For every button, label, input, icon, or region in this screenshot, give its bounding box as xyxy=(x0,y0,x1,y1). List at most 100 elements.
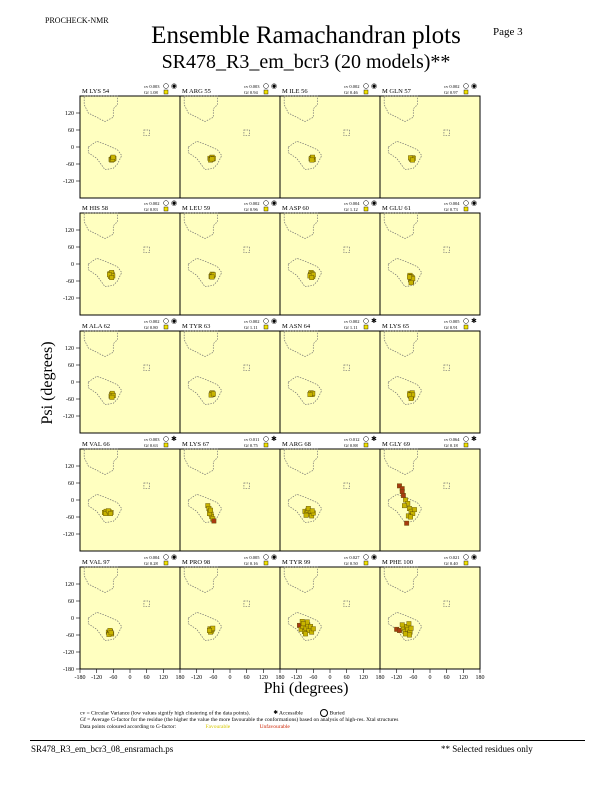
data-point xyxy=(211,518,217,524)
panel-frame xyxy=(179,566,281,670)
cv-value: cv 0.002 xyxy=(144,319,160,324)
data-point xyxy=(410,157,415,163)
allowed-region xyxy=(87,493,123,524)
y-tick-label: -120 xyxy=(63,179,74,185)
y-tick-label: 60 xyxy=(68,245,74,251)
gf-value: Gf 0.50 xyxy=(344,561,358,566)
data-point xyxy=(110,154,116,160)
data-point xyxy=(103,511,108,516)
x-tick-label: -120 xyxy=(291,675,302,681)
gf-swatch xyxy=(263,442,269,448)
buried-icon: ◉ xyxy=(471,553,477,561)
cv-value: cv 0.002 xyxy=(344,84,360,89)
gf-value: Gf 0.28 xyxy=(144,561,158,566)
data-point xyxy=(397,483,402,489)
data-point xyxy=(408,514,413,520)
data-point xyxy=(208,507,213,513)
allowed-region xyxy=(143,600,150,608)
allowed-region xyxy=(287,611,323,642)
allowed-region xyxy=(243,246,250,254)
panel-frame xyxy=(279,212,381,316)
gf-swatch xyxy=(463,442,469,448)
gf-swatch xyxy=(163,324,169,330)
cv-symbol xyxy=(263,436,269,442)
residue-label: M LYS 67 xyxy=(182,441,210,448)
x-tick-label: 0 xyxy=(129,675,132,681)
allowed-region xyxy=(443,600,450,608)
allowed-region xyxy=(343,482,350,490)
y-tick-label: -60 xyxy=(66,515,74,521)
legend-favourable: Favourable xyxy=(205,724,231,731)
page-number: Page 3 xyxy=(493,26,523,38)
allowed-region xyxy=(143,129,150,137)
cv-symbol xyxy=(363,83,369,89)
accessible-icon: ✱ xyxy=(171,435,177,443)
panel-frame xyxy=(79,95,181,199)
gf-swatch xyxy=(163,89,169,95)
buried-icon: ◉ xyxy=(371,553,377,561)
allowed-region xyxy=(87,611,123,642)
allowed-region xyxy=(343,246,350,254)
gf-value: Gf 1.12 xyxy=(344,207,358,212)
allowed-region xyxy=(187,375,223,406)
program-name: PROCHECK-NMR xyxy=(45,16,109,25)
x-tick-label: 0 xyxy=(429,675,432,681)
data-point xyxy=(300,621,306,627)
x-tick-label: 60 xyxy=(444,675,450,681)
x-tick-label: 0 xyxy=(329,675,332,681)
data-point xyxy=(108,511,113,516)
data-point xyxy=(407,632,412,638)
panel-frame xyxy=(179,448,281,552)
data-point xyxy=(400,493,406,498)
allowed-region xyxy=(143,364,150,372)
y-tick-label: -120 xyxy=(63,650,74,656)
residue-label: M LEU 59 xyxy=(182,205,210,212)
data-point xyxy=(310,626,316,632)
cv-value: cv 0.002 xyxy=(344,319,360,324)
cv-symbol xyxy=(463,318,469,324)
cv-symbol xyxy=(463,83,469,89)
data-point xyxy=(408,396,414,401)
y-tick-label: -60 xyxy=(66,279,74,285)
allowed-region xyxy=(443,364,450,372)
cv-value: cv 0.027 xyxy=(344,555,360,560)
x-tick-label: -60 xyxy=(309,675,317,681)
gf-swatch xyxy=(363,324,369,330)
gf-value: Gf 1.11 xyxy=(244,325,258,330)
y-tick-label: 0 xyxy=(71,380,74,386)
data-point xyxy=(109,394,115,400)
buried-icon: ◉ xyxy=(371,82,377,90)
legend-accessible: Accessible xyxy=(279,710,303,717)
x-tick-label: -60 xyxy=(409,675,417,681)
y-tick-label: -180 xyxy=(63,667,74,673)
x-tick-label: 60 xyxy=(244,675,250,681)
x-tick-label: -120 xyxy=(191,675,202,681)
cv-value: cv 0.004 xyxy=(444,201,460,206)
allowed-region xyxy=(387,140,423,171)
gf-value: Gf 0.63 xyxy=(144,443,158,448)
cv-symbol xyxy=(363,200,369,206)
allowed-region xyxy=(87,140,123,171)
allowed-region xyxy=(243,129,250,137)
cv-symbol xyxy=(163,318,169,324)
data-point xyxy=(209,156,215,162)
data-point xyxy=(309,508,315,514)
y-tick-label: 120 xyxy=(65,582,74,588)
residue-label: M ALA 62 xyxy=(82,323,110,330)
allowed-region xyxy=(343,364,350,372)
gf-value: Gf 0.97 xyxy=(444,90,458,95)
cv-value: cv 0.003 xyxy=(244,84,260,89)
data-point xyxy=(207,628,212,633)
gf-swatch xyxy=(263,206,269,212)
y-tick-label: 60 xyxy=(68,481,74,487)
